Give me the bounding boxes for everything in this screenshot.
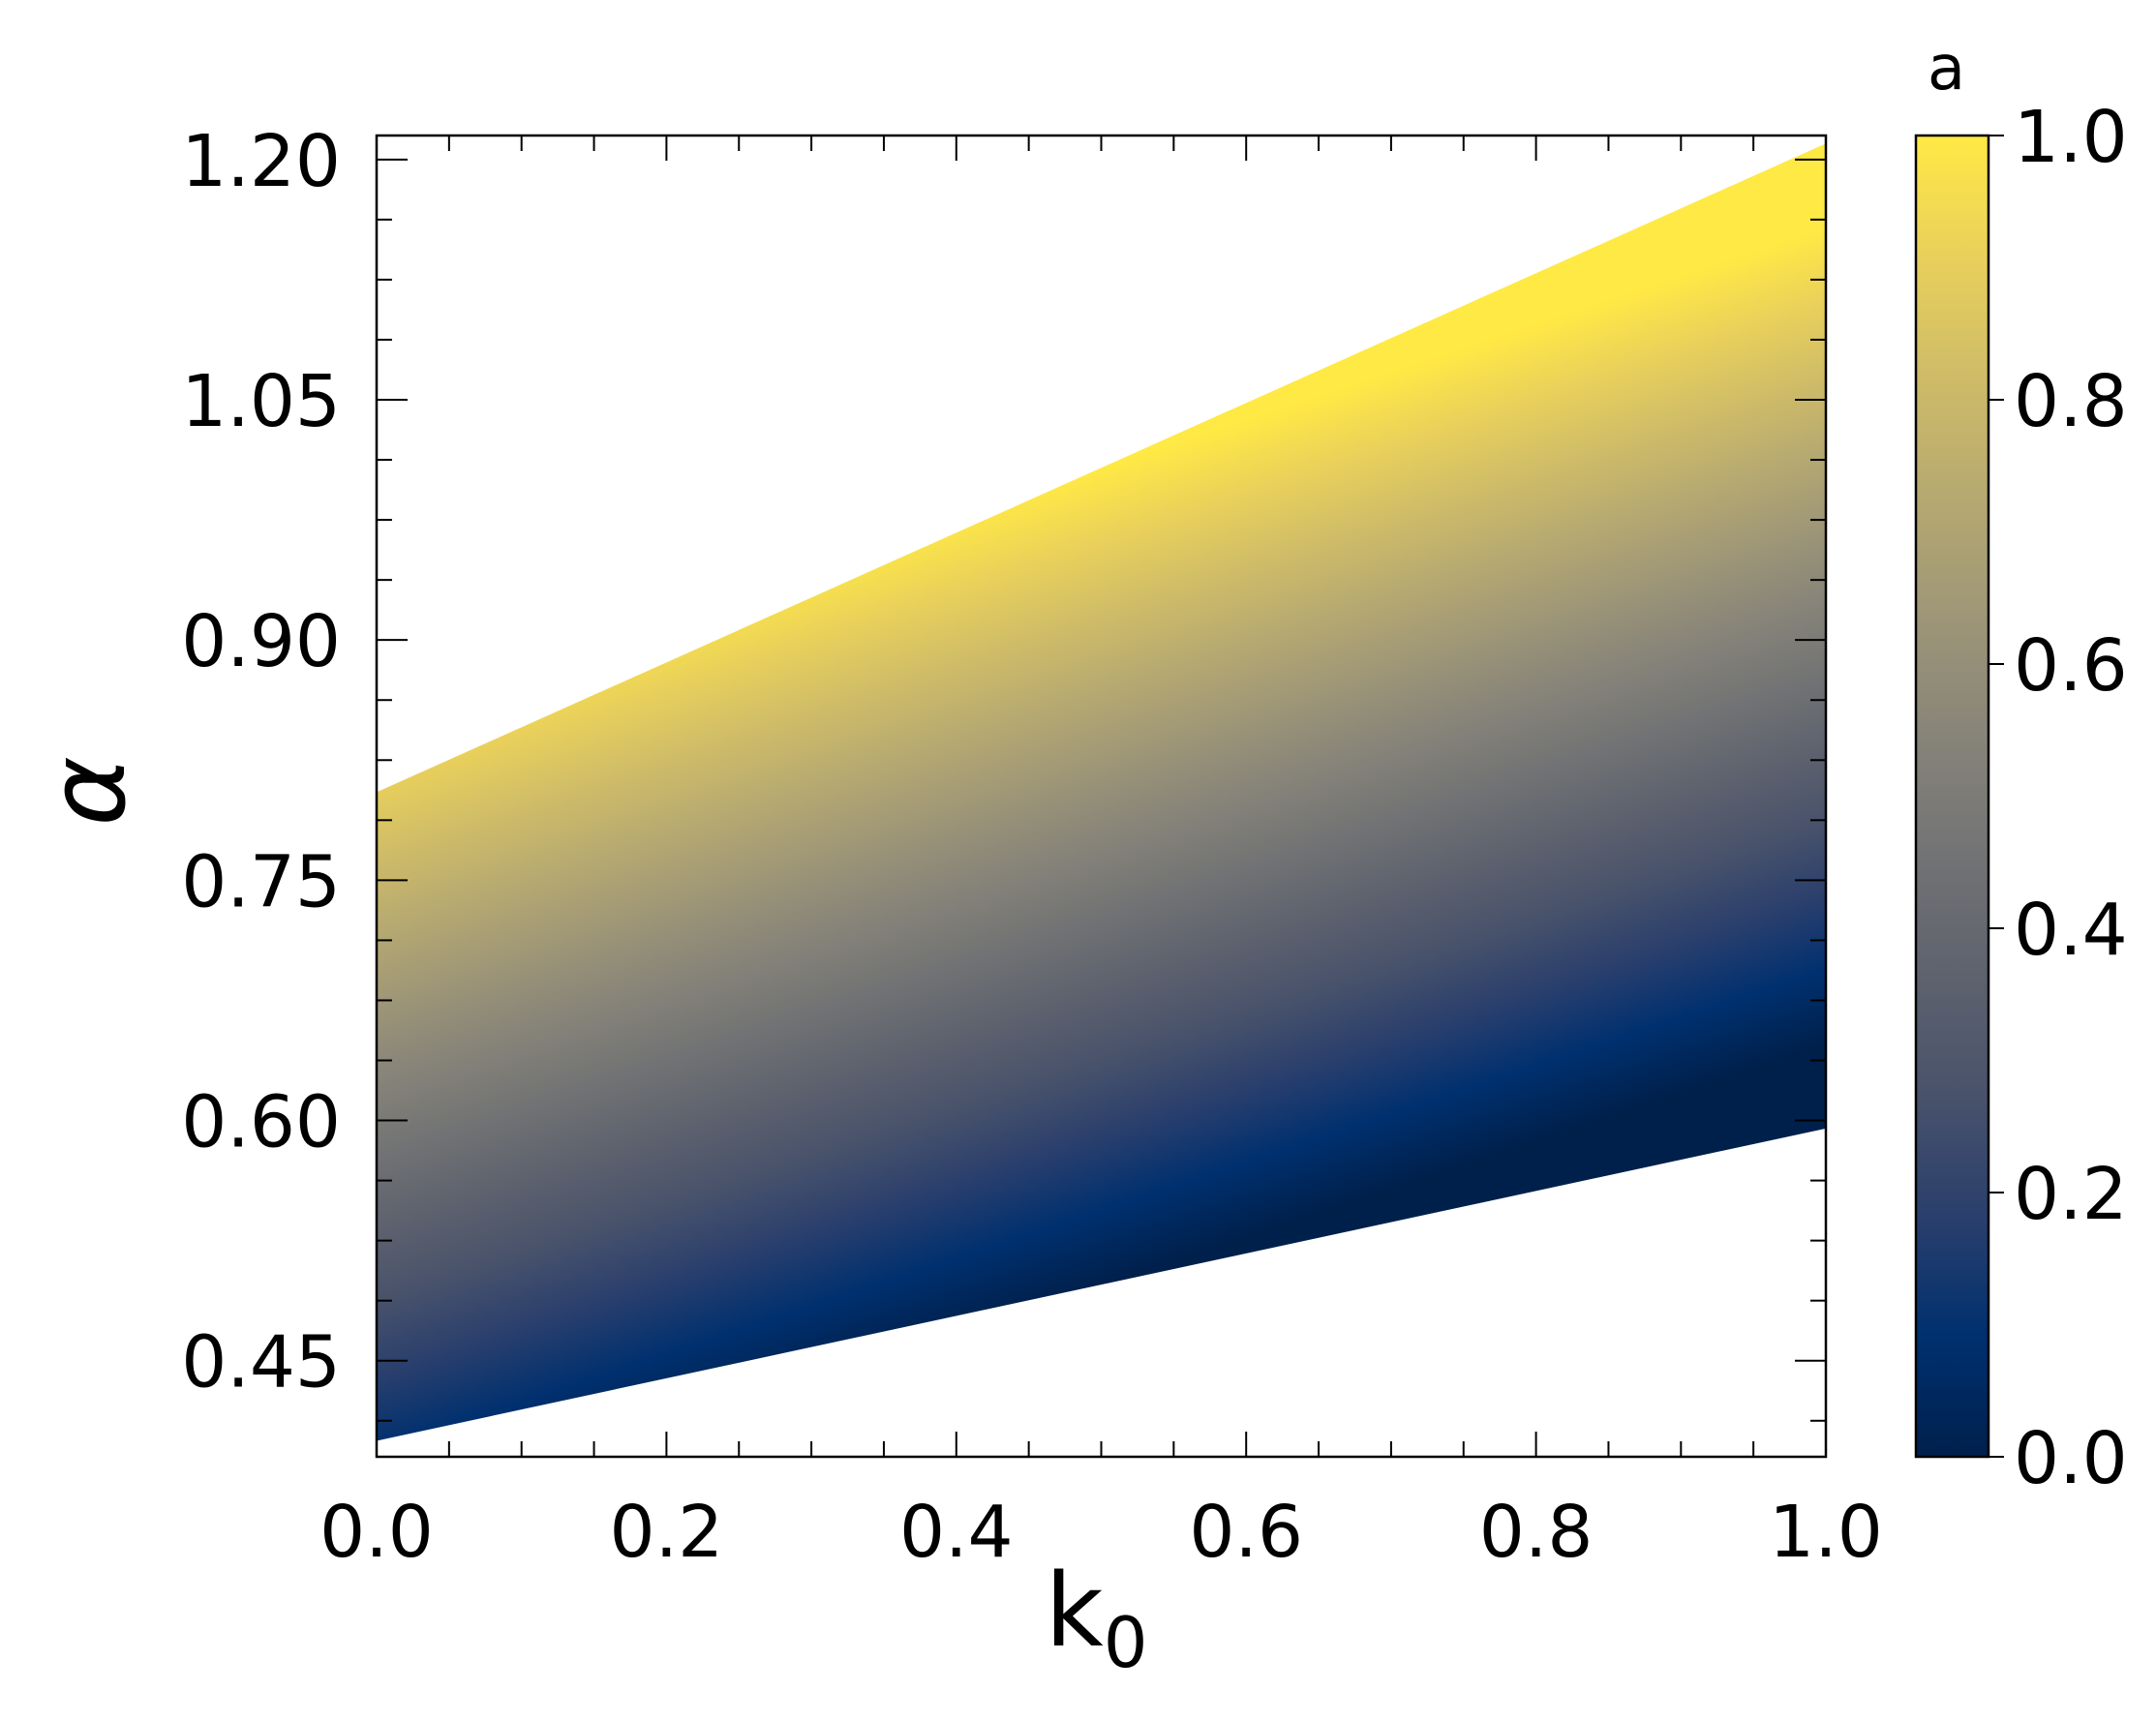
colorbar-tick-label: 0.0 xyxy=(2014,1417,2128,1500)
y-tick-label: 0.45 xyxy=(181,1321,341,1405)
colorbar-tick-label: 0.6 xyxy=(2014,624,2128,708)
colorbar: 0.0 0.2 0.4 0.6 0.8 1.0 a xyxy=(1914,33,2128,1500)
colorbar-tick-label: 0.8 xyxy=(2014,360,2128,443)
y-tick-label: 1.20 xyxy=(181,120,341,203)
x-tick-label: 1.0 xyxy=(1769,1491,1883,1574)
x-tick-label: 0.0 xyxy=(319,1491,434,1574)
x-tick-labels: 0.0 0.2 0.4 0.6 0.8 1.0 xyxy=(319,1491,1883,1574)
x-tick-label: 0.4 xyxy=(899,1491,1014,1574)
y-tick-label: 0.60 xyxy=(181,1081,341,1164)
y-tick-label: 0.75 xyxy=(181,840,341,923)
plot-area xyxy=(377,143,1826,1441)
colorbar-fill xyxy=(1916,136,1989,1457)
x-tick-label: 0.2 xyxy=(610,1491,724,1574)
colorbar-title: a xyxy=(1928,33,1965,105)
x-axis-label: k0 xyxy=(1045,1552,1147,1683)
axes-frame xyxy=(375,134,1828,1459)
colorbar-tick-labels: 0.0 0.2 0.4 0.6 0.8 1.0 xyxy=(2014,96,2128,1500)
parameter-region xyxy=(377,143,1826,1441)
x-tick-label: 0.6 xyxy=(1189,1491,1303,1574)
x-axis-label-subscript: 0 xyxy=(1104,1602,1148,1683)
x-axis-label-main: k xyxy=(1045,1552,1103,1670)
y-axis-label: α xyxy=(25,756,149,827)
colorbar-frame xyxy=(1914,134,1990,1459)
y-tick-label: 1.05 xyxy=(181,360,341,443)
colorbar-tick-label: 1.0 xyxy=(2014,96,2128,179)
y-tick-labels: 0.45 0.60 0.75 0.90 1.05 1.20 xyxy=(181,120,341,1405)
colorbar-tick-label: 0.2 xyxy=(2014,1153,2128,1236)
colorbar-ticks xyxy=(1989,135,2004,1458)
axis-ticks xyxy=(376,136,1827,1457)
y-tick-label: 0.90 xyxy=(181,600,341,683)
x-tick-label: 0.8 xyxy=(1479,1491,1594,1574)
colorbar-tick-label: 0.4 xyxy=(2014,889,2128,972)
